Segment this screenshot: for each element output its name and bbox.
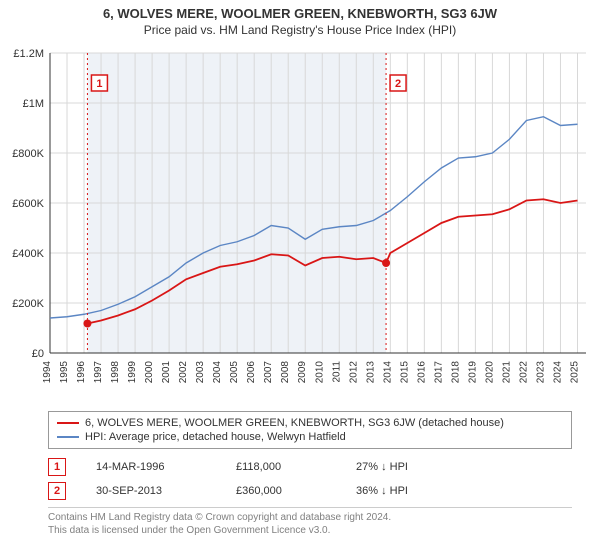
sale-marker-number: 1 (96, 78, 102, 90)
legend-row: HPI: Average price, detached house, Welw… (57, 430, 563, 444)
x-tick-label: 2017 (433, 361, 444, 384)
legend-label: HPI: Average price, detached house, Welw… (85, 431, 346, 443)
legend-swatch (57, 436, 79, 438)
x-tick-label: 2020 (484, 361, 495, 384)
x-tick-label: 2010 (314, 361, 325, 384)
footer-line-1: Contains HM Land Registry data © Crown c… (48, 511, 572, 524)
marker-date: 14-MAR-1996 (96, 461, 206, 473)
x-tick-label: 2021 (501, 361, 512, 384)
legend-box: 6, WOLVES MERE, WOOLMER GREEN, KNEBWORTH… (48, 411, 572, 449)
x-tick-label: 1997 (93, 361, 104, 384)
x-tick-label: 2022 (518, 361, 529, 384)
x-tick-label: 2012 (348, 361, 359, 384)
footer-line-2: This data is licensed under the Open Gov… (48, 524, 572, 537)
x-tick-label: 2019 (467, 361, 478, 384)
x-tick-label: 1994 (42, 361, 53, 384)
marker-hpi: 27% ↓ HPI (356, 461, 456, 473)
sale-marker-number: 2 (395, 78, 401, 90)
legend-swatch (57, 422, 79, 424)
legend-label: 6, WOLVES MERE, WOOLMER GREEN, KNEBWORTH… (85, 417, 504, 429)
x-tick-label: 2011 (331, 361, 342, 383)
marker-date: 30-SEP-2013 (96, 485, 206, 497)
x-tick-label: 1998 (110, 361, 121, 384)
x-tick-label: 2015 (399, 361, 410, 384)
y-tick-label: £1.2M (13, 48, 44, 60)
x-tick-label: 2007 (263, 361, 274, 384)
x-tick-label: 2008 (280, 361, 291, 384)
y-tick-label: £0 (32, 348, 44, 360)
x-tick-label: 2005 (229, 361, 240, 384)
y-tick-label: £400K (12, 248, 44, 260)
marker-price: £118,000 (236, 461, 326, 473)
x-tick-label: 2003 (195, 361, 206, 384)
marker-row: 2 30-SEP-2013 £360,000 36% ↓ HPI (48, 479, 572, 503)
x-tick-label: 2023 (535, 361, 546, 384)
x-tick-label: 2016 (416, 361, 427, 384)
x-tick-label: 2004 (212, 361, 223, 384)
x-tick-label: 2006 (246, 361, 257, 384)
x-tick-label: 2025 (569, 361, 580, 384)
marker-hpi: 36% ↓ HPI (356, 485, 456, 497)
x-tick-label: 2013 (365, 361, 376, 384)
chart-svg: £0 £200K £400K £600K £800K £1M £1.2M 1994 1995 19… (0, 43, 600, 403)
footer-attribution: Contains HM Land Registry data © Crown c… (48, 507, 572, 537)
x-tick-label: 1995 (59, 361, 70, 384)
y-tick-label: £1M (23, 98, 44, 110)
y-tick-label: £600K (12, 198, 44, 210)
x-tick-label: 2024 (552, 361, 563, 384)
sale-marker-point (382, 259, 390, 267)
marker-number-box: 2 (48, 482, 66, 500)
marker-number-box: 1 (48, 458, 66, 476)
legend-row: 6, WOLVES MERE, WOOLMER GREEN, KNEBWORTH… (57, 416, 563, 430)
x-tick-label: 2014 (382, 361, 393, 384)
chart-subtitle: Price paid vs. HM Land Registry's House … (0, 21, 600, 43)
chart-area: £0 £200K £400K £600K £800K £1M £1.2M 1994 1995 19… (0, 43, 600, 403)
x-tick-label: 1996 (76, 361, 87, 384)
x-tick-label: 2001 (161, 361, 172, 384)
marker-row: 1 14-MAR-1996 £118,000 27% ↓ HPI (48, 455, 572, 479)
y-tick-label: £800K (12, 148, 44, 160)
sale-marker-point (83, 320, 91, 328)
x-tick-label: 2018 (450, 361, 461, 384)
chart-title: 6, WOLVES MERE, WOOLMER GREEN, KNEBWORTH… (0, 0, 600, 21)
y-tick-label: £200K (12, 298, 44, 310)
x-tick-label: 2002 (178, 361, 189, 384)
x-tick-label: 1999 (127, 361, 138, 384)
x-tick-label: 2009 (297, 361, 308, 384)
markers-table: 1 14-MAR-1996 £118,000 27% ↓ HPI 2 30-SEP-201… (48, 455, 572, 503)
marker-price: £360,000 (236, 485, 326, 497)
x-tick-label: 2000 (144, 361, 155, 384)
